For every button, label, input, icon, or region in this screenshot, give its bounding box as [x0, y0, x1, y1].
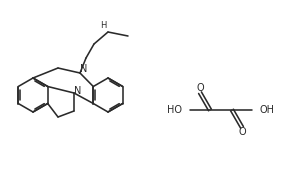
Text: HO: HO — [167, 105, 182, 115]
Text: OH: OH — [260, 105, 275, 115]
Text: N: N — [74, 86, 82, 96]
Text: N: N — [80, 64, 88, 74]
Text: H: H — [100, 21, 106, 29]
Text: O: O — [238, 127, 246, 137]
Text: O: O — [196, 83, 204, 93]
